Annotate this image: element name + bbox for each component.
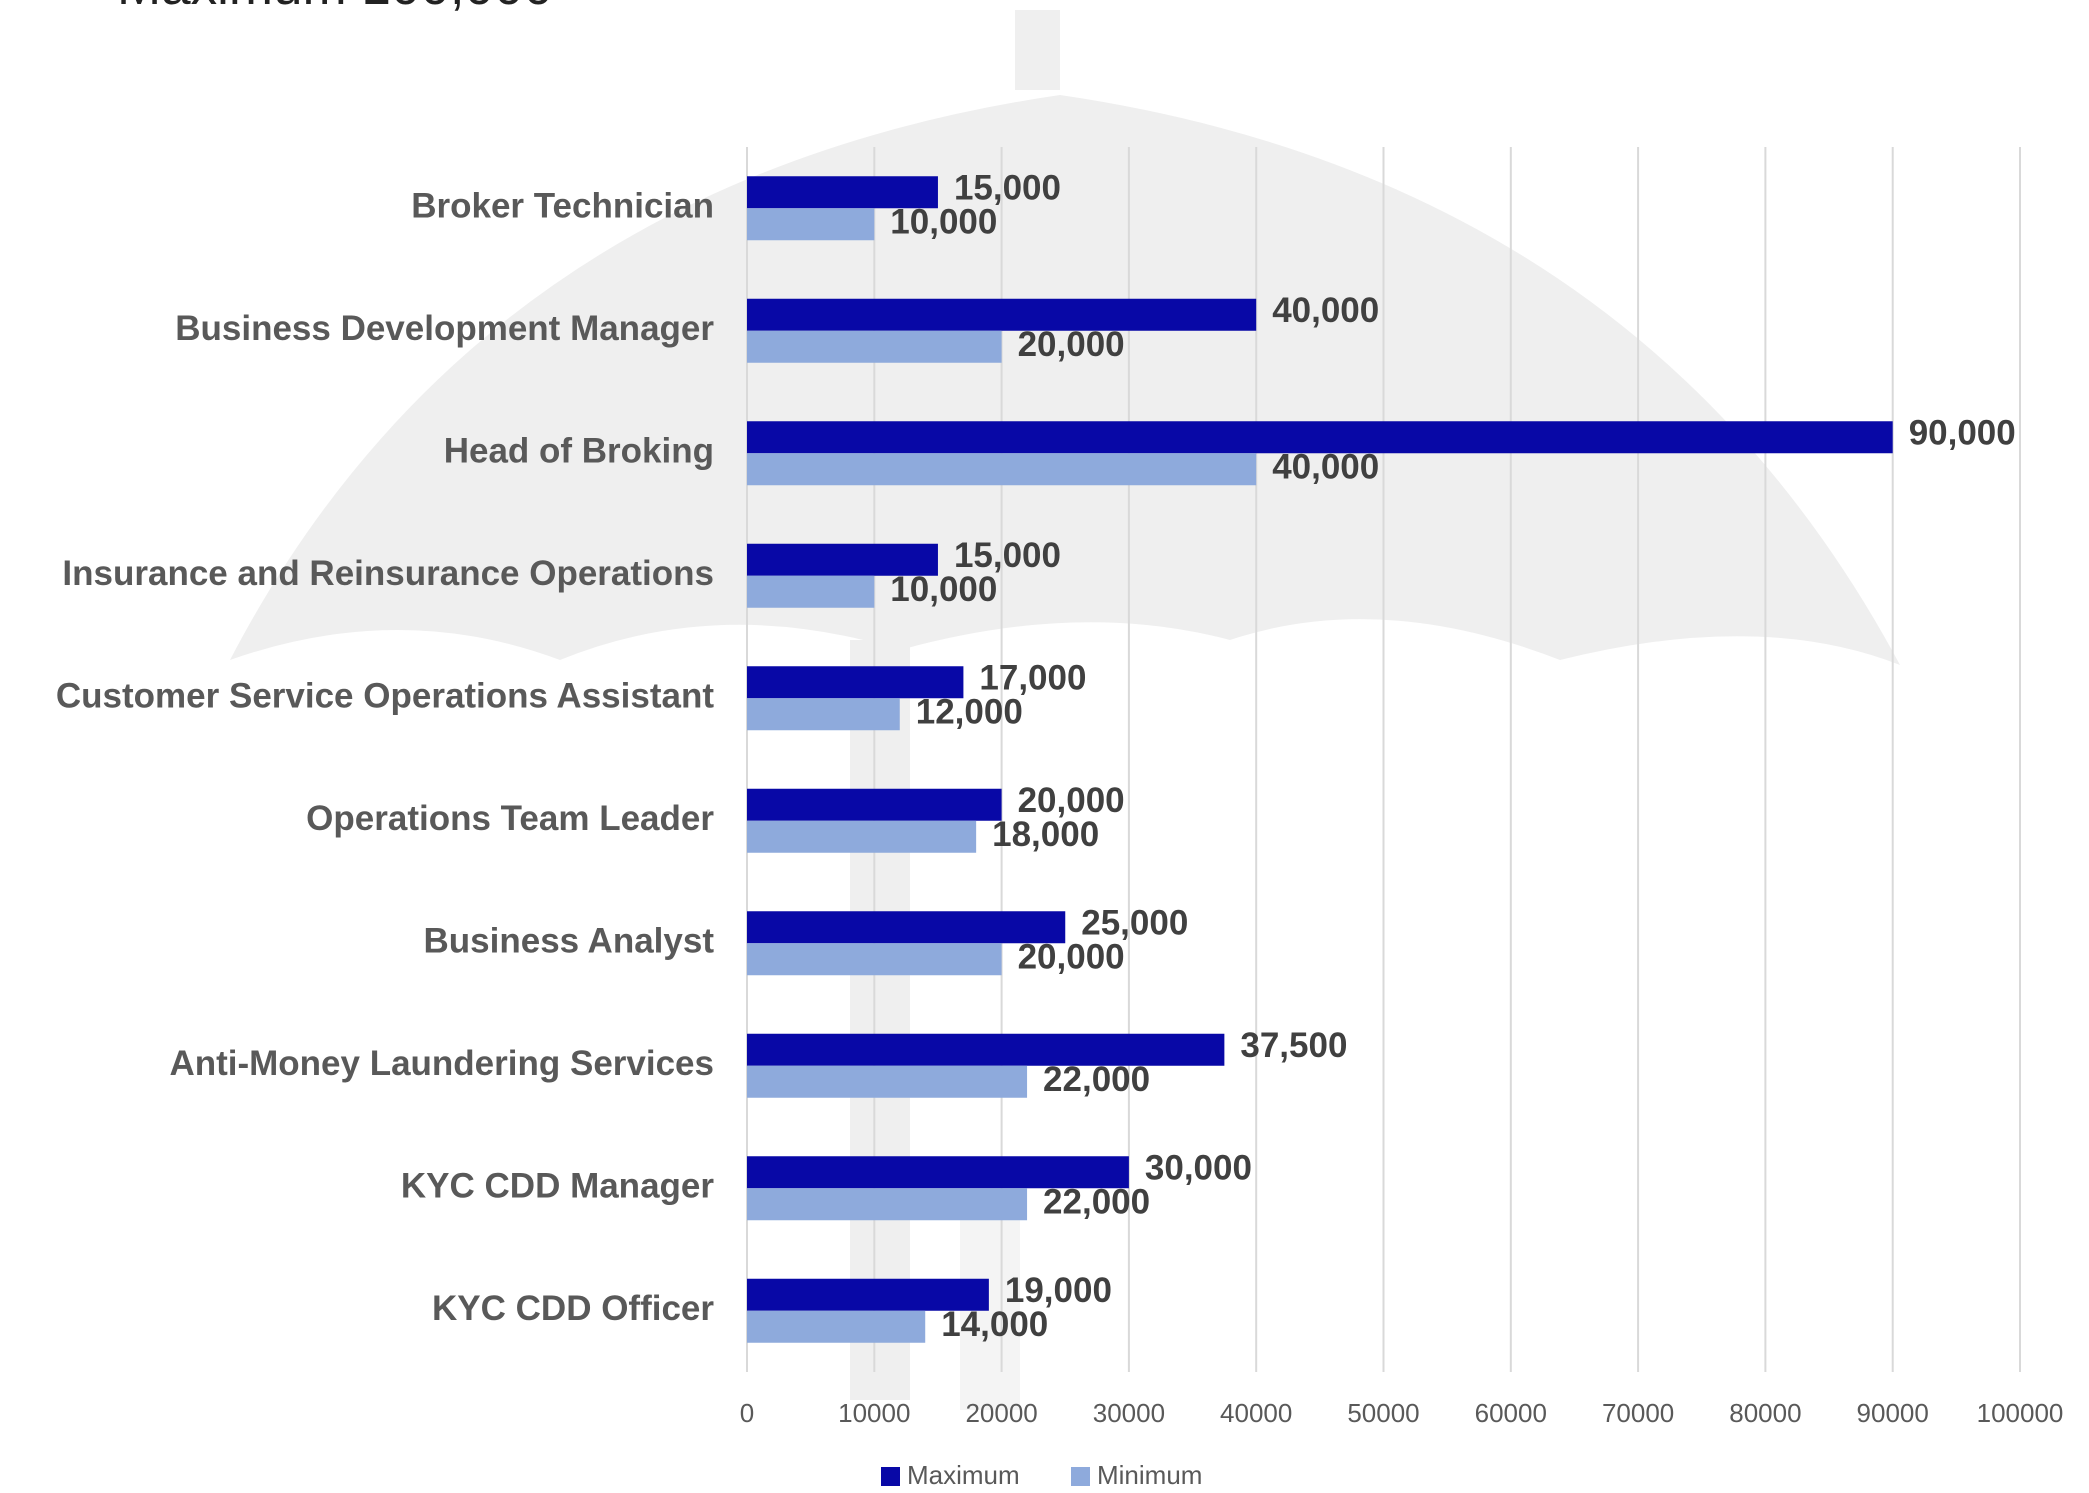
y-tick-label: KYC CDD Manager bbox=[401, 1167, 714, 1206]
value-label: 30,000 bbox=[1145, 1149, 1252, 1188]
x-tick-label: 30000 bbox=[1093, 1398, 1165, 1428]
bar bbox=[747, 1034, 1224, 1066]
bar bbox=[747, 331, 1002, 363]
value-label: 10,000 bbox=[890, 203, 997, 242]
y-tick-label: Anti-Money Laundering Services bbox=[169, 1044, 714, 1083]
y-tick-label: Broker Technician bbox=[411, 187, 714, 226]
x-tick-label: 20000 bbox=[965, 1398, 1037, 1428]
bar bbox=[747, 698, 900, 730]
legend-label: Minimum bbox=[1097, 1460, 1202, 1490]
value-label: 22,000 bbox=[1043, 1183, 1150, 1222]
bar bbox=[747, 1311, 925, 1343]
bar bbox=[747, 821, 976, 853]
bar bbox=[747, 1188, 1027, 1220]
x-tick-label: 10000 bbox=[838, 1398, 910, 1428]
x-tick-label: 80000 bbox=[1729, 1398, 1801, 1428]
bar bbox=[747, 208, 874, 240]
chart: Maximum 100,000 0 10000 20000 30000 40000 500… bbox=[0, 0, 2089, 1493]
value-label: 37,500 bbox=[1240, 1026, 1347, 1065]
y-tick-label: Business Development Manager bbox=[175, 309, 714, 348]
value-label: 40,000 bbox=[1272, 291, 1379, 330]
x-tick-label: 90000 bbox=[1857, 1398, 1929, 1428]
x-tick-label: 0 bbox=[740, 1398, 754, 1428]
bar bbox=[747, 789, 1002, 821]
legend-swatch bbox=[1071, 1467, 1090, 1486]
legend-label: Maximum bbox=[907, 1460, 1020, 1490]
x-tick-label: 100000 bbox=[1977, 1398, 2064, 1428]
y-tick-label: Head of Broking bbox=[444, 432, 714, 471]
value-label: 10,000 bbox=[890, 570, 997, 609]
x-tick-label: 40000 bbox=[1220, 1398, 1292, 1428]
x-tick-label: 70000 bbox=[1602, 1398, 1674, 1428]
annotation: Maximum 100,000 bbox=[117, 0, 553, 16]
bar bbox=[747, 576, 874, 608]
value-label: 90,000 bbox=[1909, 414, 2016, 453]
y-tick-label: KYC CDD Officer bbox=[432, 1289, 714, 1328]
y-tick-label: Customer Service Operations Assistant bbox=[56, 677, 714, 716]
x-tick-label: 60000 bbox=[1475, 1398, 1547, 1428]
y-tick-label: Insurance and Reinsurance Operations bbox=[62, 554, 714, 593]
bar bbox=[747, 299, 1256, 331]
value-label: 14,000 bbox=[941, 1305, 1048, 1344]
bar bbox=[747, 453, 1256, 485]
bar bbox=[747, 1066, 1027, 1098]
value-label: 12,000 bbox=[916, 693, 1023, 732]
legend-swatch bbox=[881, 1467, 900, 1486]
value-label: 20,000 bbox=[1018, 938, 1125, 977]
x-tick-label: 50000 bbox=[1347, 1398, 1419, 1428]
value-label: 20,000 bbox=[1018, 325, 1125, 364]
y-tick-label: Operations Team Leader bbox=[306, 799, 714, 838]
value-label: 40,000 bbox=[1272, 448, 1379, 487]
value-label: 22,000 bbox=[1043, 1060, 1150, 1099]
bar bbox=[747, 943, 1002, 975]
y-tick-label: Business Analyst bbox=[424, 922, 715, 961]
value-label: 18,000 bbox=[992, 815, 1099, 854]
